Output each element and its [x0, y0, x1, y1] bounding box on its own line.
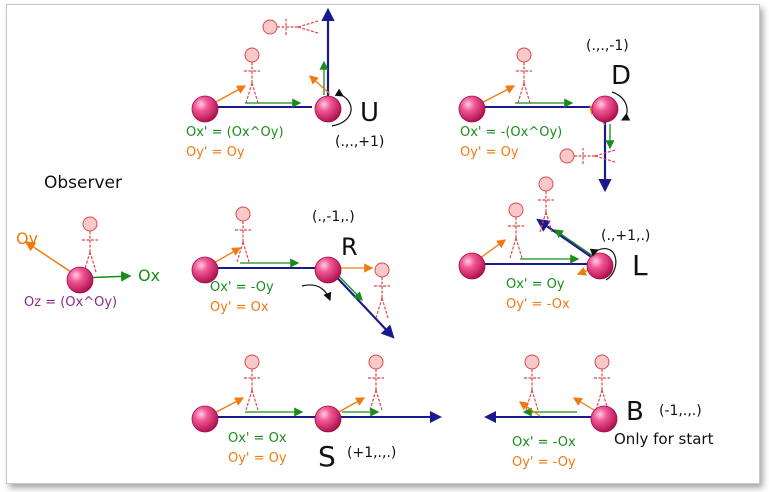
- move-u-group: U (.,.,+1) Ox' = (Ox^Oy) Oy' = Oy: [186, 7, 384, 160]
- s-ox-eq: Ox' = Ox: [228, 431, 287, 446]
- observer-ox-label: Ox: [138, 266, 160, 285]
- b-code: (-1,.,.): [659, 403, 702, 419]
- b-ox-eq: Ox' = -Ox: [512, 435, 576, 450]
- d-code: (.,.,-1): [586, 38, 629, 54]
- b-oy-eq: Oy' = -Oy: [512, 455, 576, 470]
- r-turn-arrow: [327, 267, 395, 339]
- observer-stick-figure: [81, 216, 99, 273]
- move-l-group: L (.,+1,.) Ox' = Oy Oy' = -Ox: [458, 176, 650, 312]
- u-letter: U: [360, 98, 379, 128]
- l-code: (.,+1,.): [601, 228, 650, 244]
- u-oy-eq: Oy' = Oy: [186, 145, 245, 160]
- move-s-group: S (+1,.,.) Ox' = Ox Oy' = Oy: [191, 354, 442, 473]
- d-oy-eq: Oy' = Oy: [460, 145, 519, 160]
- r-ox-eq: Ox' = -Oy: [210, 280, 274, 295]
- b-note: Only for start: [614, 430, 714, 448]
- l-ox-eq: Ox' = Oy: [506, 277, 565, 292]
- observer-oy-label: Oy: [16, 229, 38, 248]
- r-letter: R: [341, 233, 358, 261]
- d-ox-eq: Ox' = -(Ox^Oy): [460, 125, 562, 140]
- l-oy-eq: Oy' = -Ox: [506, 297, 570, 312]
- move-b-group: B (-1,.,.) Only for start Ox' = -Ox Oy' …: [484, 354, 714, 470]
- r-oy-eq: Oy' = Ox: [210, 300, 269, 315]
- diagram-frame: [6, 4, 760, 484]
- observer-oz-label: Oz = (Ox^Oy): [24, 295, 117, 310]
- move-r-group: R (.,-1,.) Ox' = -Oy Oy' = Ox: [191, 206, 395, 339]
- u-ox-eq: Ox' = (Ox^Oy): [186, 125, 284, 140]
- observer-group: Observer Oy Ox Oz = (Ox^Oy): [16, 173, 160, 310]
- u-code: (.,.,+1): [335, 134, 384, 150]
- d-letter: D: [611, 61, 631, 91]
- s-letter: S: [318, 440, 336, 473]
- r-code: (.,-1,.): [312, 209, 355, 225]
- l-letter: L: [632, 249, 648, 282]
- move-d-group: D (.,.,-1) Ox' = -(Ox^Oy) Oy' = Oy: [458, 38, 631, 193]
- observer-title: Observer: [44, 173, 122, 193]
- l-turn-arrow: [536, 218, 601, 264]
- observer-ball: [66, 266, 94, 294]
- s-oy-eq: Oy' = Oy: [228, 451, 287, 466]
- s-code: (+1,.,.): [347, 445, 396, 461]
- b-letter: B: [626, 397, 644, 427]
